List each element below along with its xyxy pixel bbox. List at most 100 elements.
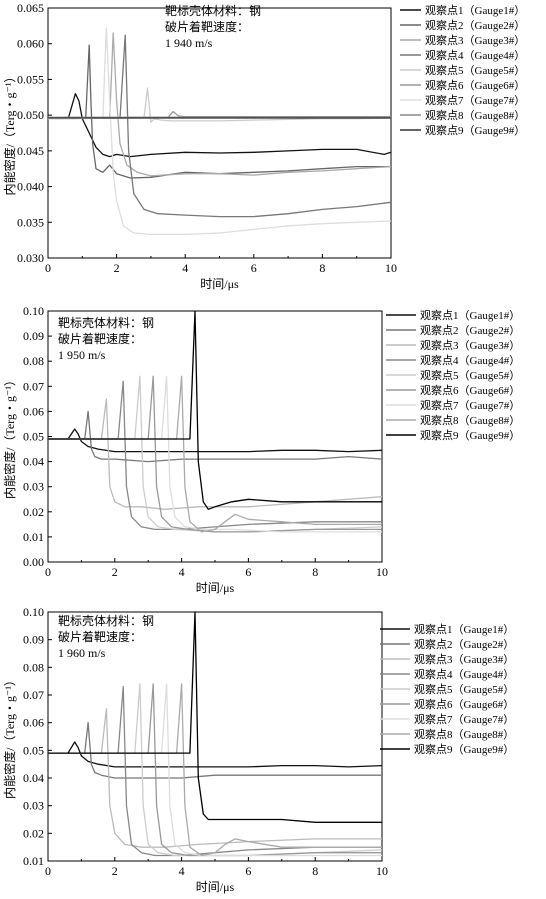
legend-label: 观察点7（Gauge7#）	[414, 712, 514, 726]
series-line-gauge5	[47, 87, 392, 123]
series-line-gauge1	[48, 428, 383, 453]
y-tick-label: 0.10	[23, 605, 44, 619]
x-tick-label: 6	[245, 864, 251, 878]
series-line-gauge6	[48, 683, 382, 857]
chart-panel-2: 0 2 4 6 8 10 0.00 0.01 0.02 0.03 0.04 0.05 0.06 0.07 0…	[2, 304, 520, 595]
annotation-line: 破片着靶速度：	[58, 331, 142, 346]
y-tick-label: 0.05	[23, 743, 44, 757]
y-tick-label: 0.01	[23, 530, 44, 544]
x-tick-label: 10	[385, 261, 397, 275]
legend: 观察点1（Gauge1#）观察点2（Gauge2#）观察点3（Gauge3#）观…	[386, 308, 520, 442]
y-tick-label: 0.045	[17, 144, 44, 158]
y-tick-label: 0.10	[23, 304, 44, 318]
legend-label: 观察点1（Gauge1#）	[420, 308, 520, 322]
x-tick-label: 0	[45, 261, 51, 275]
legend-label: 观察点2（Gauge2#）	[420, 323, 520, 337]
y-tick-label: 0.060	[17, 37, 44, 51]
y-tick-label: 0.08	[23, 660, 44, 674]
y-tick-label: 0.04	[23, 771, 44, 785]
series-line-gauge8	[48, 375, 382, 533]
y-tick-label: 0.03	[23, 480, 44, 494]
y-tick-label: 0.05	[23, 430, 44, 444]
series-line-gauge3	[48, 398, 383, 510]
x-tick-label: 2	[112, 864, 118, 878]
x-tick-label: 4	[182, 261, 188, 275]
series-line-gauge5	[48, 683, 383, 857]
chart-panel-3: 0 2 4 6 8 10 0.01 0.02 0.03 0.04 0.05 0.06 0.07 0.08 0…	[2, 605, 514, 894]
annotation-line: 靶标壳体材料：钢	[58, 614, 154, 628]
annotation-line: 破片着靶速度：	[165, 19, 249, 34]
legend-label: 观察点8（Gauge8#）	[425, 108, 525, 122]
x-tick-label: 2	[114, 261, 120, 275]
x-tick-label: 8	[319, 261, 325, 275]
legend-label: 观察点2（Gauge2#）	[425, 18, 525, 32]
series-line-gauge2	[47, 44, 391, 179]
y-tick-label: 0.065	[17, 1, 44, 15]
y-tick-label: 0.07	[23, 688, 44, 702]
legend-label: 观察点8（Gauge8#）	[414, 727, 514, 741]
series-line-gauge6	[47, 110, 391, 119]
legend-label: 观察点4（Gauge4#）	[420, 353, 520, 367]
legend-label: 观察点6（Gauge6#）	[420, 383, 520, 397]
y-tick-label: 0.035	[17, 215, 44, 229]
series-line-gauge4	[47, 34, 392, 218]
series-line-gauge2	[48, 722, 382, 779]
legend: 观察点1（Gauge1#）观察点2（Gauge2#）观察点3（Gauge3#）观…	[400, 3, 525, 137]
y-tick-label: 0.07	[23, 379, 44, 393]
legend-label: 观察点3（Gauge3#）	[425, 33, 525, 47]
series-line-gauge2	[48, 410, 383, 463]
legend-label: 观察点5（Gauge5#）	[414, 682, 514, 696]
y-tick-label: 0.040	[17, 180, 44, 194]
series-line-gauge7	[47, 27, 392, 236]
legend-label: 观察点1（Gauge1#）	[425, 3, 525, 17]
annotation-line: 破片着靶速度：	[58, 629, 142, 644]
y-tick-label: 0.06	[23, 404, 44, 418]
legend-label: 观察点3（Gauge3#）	[414, 652, 514, 666]
y-tick-label: 0.04	[23, 455, 44, 469]
x-tick-label: 0	[45, 864, 51, 878]
y-tick-label: 0.00	[23, 555, 44, 569]
legend: 观察点1（Gauge1#）观察点2（Gauge2#）观察点3（Gauge3#）观…	[380, 622, 514, 756]
y-tick-label: 0.030	[17, 251, 44, 265]
legend-label: 观察点4（Gauge4#）	[425, 48, 525, 62]
y-tick-label: 0.06	[23, 716, 44, 730]
x-tick-label: 10	[376, 864, 388, 878]
x-axis-label: 时间/μs	[200, 277, 239, 291]
y-tick-label: 0.09	[23, 329, 44, 343]
x-tick-label: 10	[376, 565, 388, 579]
legend-label: 观察点2（Gauge2#）	[414, 637, 514, 651]
annotation-line: 1 940 m/s	[165, 36, 213, 50]
series-line-gauge9	[48, 611, 382, 823]
series-line-gauge1	[47, 93, 392, 158]
annotation-line: 1 960 m/s	[58, 646, 106, 660]
x-tick-label: 4	[179, 565, 185, 579]
chart-panel-1: 0 2 4 6 8 10 0.030 0.035 0.040 0.045 0.050 0.055 0.0…	[2, 1, 525, 291]
y-tick-label: 0.03	[23, 799, 44, 813]
series-line-gauge9	[48, 310, 382, 510]
y-tick-label: 0.02	[23, 826, 44, 840]
legend-label: 观察点5（Gauge5#）	[420, 368, 520, 382]
x-tick-label: 6	[251, 261, 257, 275]
legend-label: 观察点9（Gauge9#）	[420, 428, 520, 442]
series-line-gauge3	[47, 32, 392, 177]
legend-label: 观察点8（Gauge8#）	[420, 413, 520, 427]
series-line-gauge7	[48, 375, 382, 533]
annotation-line: 1 950 m/s	[58, 348, 106, 362]
plot-frame	[47, 7, 392, 259]
y-tick-label: 0.055	[17, 72, 44, 86]
y-axis-label: 内能密度/（Terg・g⁻¹）	[2, 674, 17, 799]
legend-label: 观察点9（Gauge9#）	[425, 123, 525, 137]
x-axis-label: 时间/μs	[196, 880, 235, 894]
legend-label: 观察点6（Gauge6#）	[414, 697, 514, 711]
annotation-line: 靶标壳体材料：钢	[165, 4, 261, 18]
x-axis-label: 时间/μs	[196, 581, 235, 595]
series-line-gauge4	[48, 380, 382, 531]
x-tick-label: 6	[245, 565, 251, 579]
y-tick-label: 0.09	[23, 633, 44, 647]
legend-label: 观察点4（Gauge4#）	[414, 667, 514, 681]
series-line-gauge1	[48, 741, 383, 768]
y-axis-label: 内能密度/（Terg・g⁻¹）	[2, 71, 17, 196]
legend-label: 观察点5（Gauge5#）	[425, 63, 525, 77]
series-line-gauge4	[48, 686, 382, 857]
